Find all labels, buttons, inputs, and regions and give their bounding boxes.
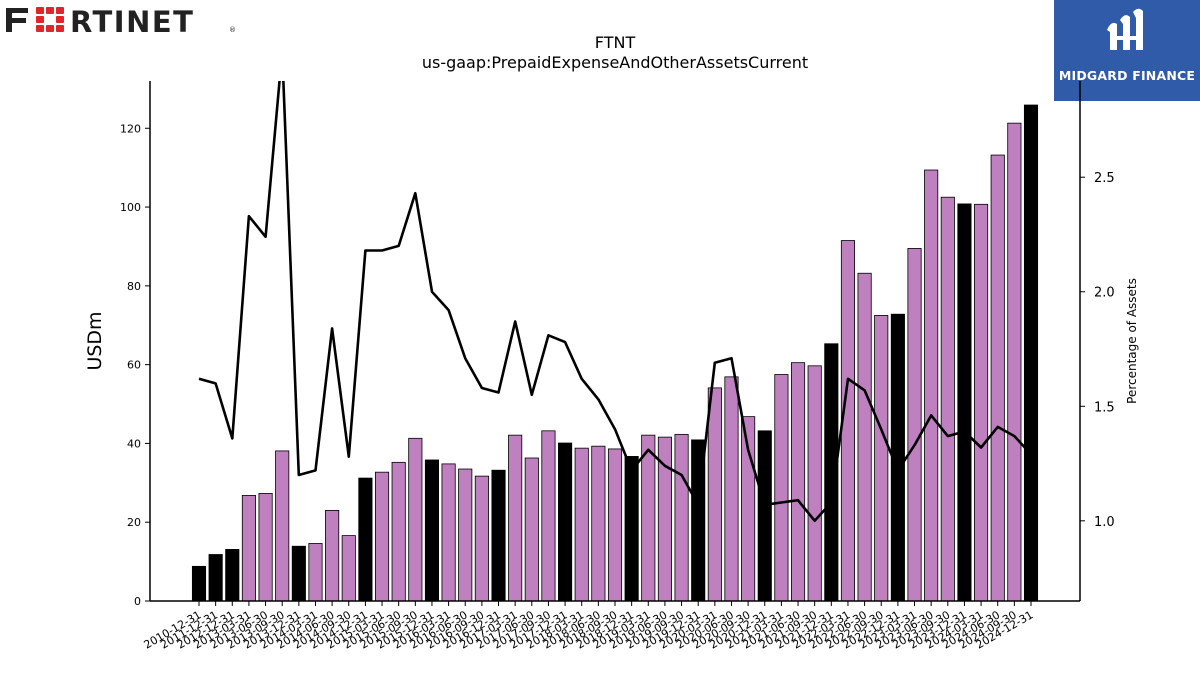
bars-group xyxy=(191,104,1039,602)
bar xyxy=(424,459,440,602)
y-tick-label: 60 xyxy=(127,359,141,372)
bar xyxy=(441,463,456,602)
bar xyxy=(857,272,872,602)
bar xyxy=(1023,104,1039,602)
y-tick-label: 80 xyxy=(127,280,141,293)
bar xyxy=(924,169,939,602)
y-tick-label: 20 xyxy=(127,516,141,529)
y2-tick-label: 1.0 xyxy=(1094,515,1115,530)
midgard-logo: MIDGARD FINANCE xyxy=(1054,0,1200,101)
bar xyxy=(374,471,390,602)
y2-tick-label: 2.5 xyxy=(1094,171,1115,186)
bar xyxy=(790,362,806,602)
bar xyxy=(191,565,207,602)
chart-title: FTNT xyxy=(595,33,636,52)
line-group xyxy=(198,81,1032,523)
bar xyxy=(1007,122,1022,602)
bar xyxy=(458,468,473,602)
bar xyxy=(874,314,889,602)
y-tick-label: 0 xyxy=(134,595,141,608)
y-tick-label: 100 xyxy=(120,201,141,214)
midgard-brand-text: MIDGARD FINANCE xyxy=(1058,68,1196,83)
bar xyxy=(325,509,340,602)
bar xyxy=(241,495,256,602)
bar xyxy=(308,543,323,602)
bar xyxy=(774,374,789,602)
bar xyxy=(208,554,223,602)
y-axis-label: USDm xyxy=(84,311,106,370)
bar xyxy=(391,461,406,602)
bar xyxy=(491,469,506,602)
bar xyxy=(558,442,573,602)
svg-text:®: ® xyxy=(229,26,236,34)
bar xyxy=(907,248,922,602)
y-tick-label: 120 xyxy=(120,122,141,135)
pct-assets-line xyxy=(198,81,1032,523)
bar xyxy=(524,457,539,602)
bar xyxy=(707,387,722,602)
bar xyxy=(341,535,356,602)
bar xyxy=(474,475,489,602)
bar xyxy=(624,456,639,602)
fortinet-logo-icon: RTINET ® xyxy=(6,5,236,36)
chart-subtitle: us-gaap:PrepaidExpenseAndOtherAssetsCurr… xyxy=(422,53,808,72)
svg-text:RTINET: RTINET xyxy=(70,5,194,36)
bar xyxy=(508,434,523,602)
bar xyxy=(541,430,556,602)
y2-tick-label: 2.0 xyxy=(1094,286,1115,301)
bar xyxy=(757,430,772,602)
bar xyxy=(591,445,606,602)
bar xyxy=(291,545,306,602)
bar xyxy=(807,365,822,602)
bar xyxy=(990,154,1005,602)
bar xyxy=(225,548,240,602)
y-tick-label: 40 xyxy=(127,437,141,450)
bar xyxy=(957,203,972,602)
bar xyxy=(358,477,373,602)
bar xyxy=(258,493,273,602)
bar xyxy=(275,450,290,602)
bar xyxy=(940,196,955,602)
bar xyxy=(974,203,989,602)
y2-tick-label: 1.5 xyxy=(1094,400,1115,415)
bar xyxy=(408,437,423,602)
bar xyxy=(641,434,656,602)
bar xyxy=(674,433,689,602)
bar xyxy=(607,448,623,602)
bar xyxy=(574,447,589,602)
bar xyxy=(724,376,739,602)
midgard-logo-icon xyxy=(1107,8,1143,50)
y2-axis-label: Percentage of Assets xyxy=(1125,278,1139,404)
